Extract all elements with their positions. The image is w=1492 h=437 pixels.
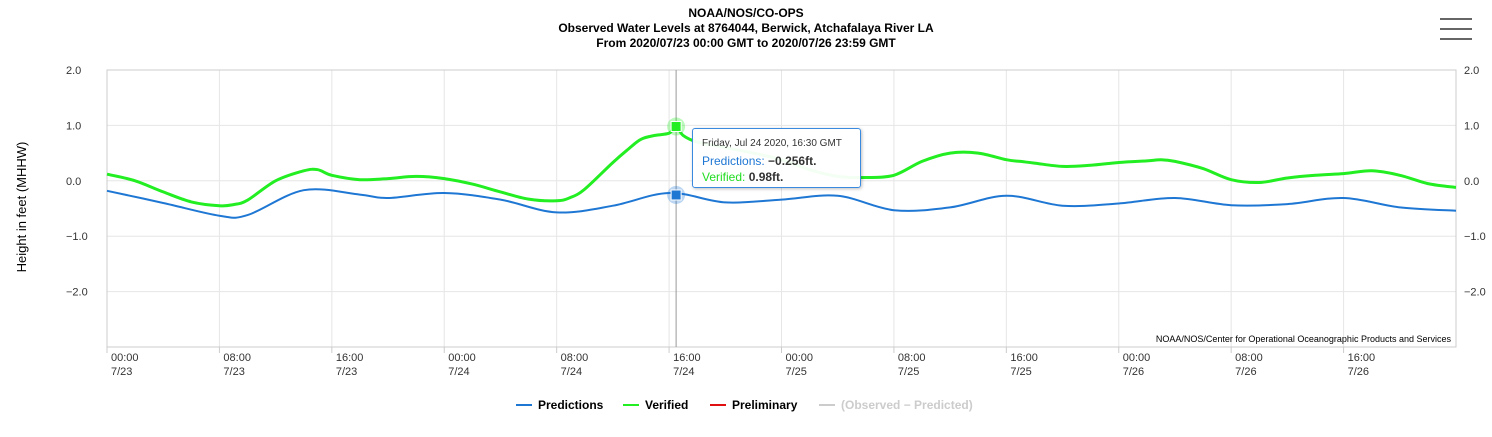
menu-bar [1440,28,1472,30]
y-axis-left: 2.0 1.0 0.0 −1.0 −2.0 [66,65,88,299]
x-tick-date: 7/24 [448,366,469,378]
chart-title-station: Observed Water Levels at 8764044, Berwic… [558,21,934,35]
x-tick-time: 00:00 [448,352,476,364]
legend-item-preliminary[interactable]: Preliminary [710,398,797,416]
x-tick-time: 00:00 [786,352,814,364]
x-tick-date: 7/24 [561,366,582,378]
menu-bar [1440,38,1472,40]
x-tick-date: 7/25 [1010,366,1031,378]
legend-label: Predictions [538,398,604,412]
tooltip-verified-value: 0.98ft. [748,170,784,184]
y-tick-label-right: −1.0 [1464,231,1486,243]
verified-marker [670,121,682,133]
legend-item-verified[interactable]: Verified [623,398,688,416]
x-tick-date: 7/25 [898,366,919,378]
tooltip-date: Friday, Jul 24 2020, 16:30 GMT [702,138,842,149]
x-tick-time: 16:00 [1348,352,1376,364]
y-tick-label-right: 1.0 [1464,120,1479,132]
y-axis-right: 2.0 1.0 0.0 −1.0 −2.0 [1464,65,1486,299]
x-tick-date: 7/23 [223,366,244,378]
chart-credit: NOAA/NOS/Center for Operational Oceanogr… [1156,334,1452,344]
predictions-marker [670,189,682,201]
y-tick-label-right: 2.0 [1464,65,1479,77]
gridlines [106,69,1456,347]
tooltip-verified-row: Verified: 0.98ft. [702,169,860,185]
chart-title-block: NOAA/NOS/CO-OPS Observed Water Levels at… [0,6,1492,51]
legend-item-observed-minus-predicted[interactable]: (Observed − Predicted) [819,398,973,416]
x-tick-date: 7/23 [111,366,132,378]
y-tick-label-right: 0.0 [1464,176,1479,188]
x-tick-date: 7/24 [673,366,694,378]
tooltip-verified-label: Verified: [702,170,746,184]
y-tick-label: −2.0 [66,287,88,299]
x-axis: 00:00 7/23 08:00 7/23 16:00 7/23 00:00 7/24 08:0… [106,346,1456,378]
x-tick-time: 16:00 [336,352,364,364]
x-tick-time: 08:00 [561,352,589,364]
x-tick-date: 7/26 [1348,366,1369,378]
tooltip-predictions-label: Predictions: [702,154,765,168]
legend-label: Preliminary [732,398,798,412]
y-tick-label: 2.0 [66,65,81,77]
x-tick-date: 7/23 [336,366,357,378]
legend-swatch [623,403,639,406]
series-line-predictions[interactable] [106,188,1457,219]
legend-label: (Observed − Predicted) [841,398,973,412]
y-tick-label: 0.0 [66,176,81,188]
x-tick-time: 16:00 [1010,352,1038,364]
x-tick-date: 7/26 [1235,366,1256,378]
legend-swatch [710,403,726,406]
legend-item-predictions[interactable]: Predictions [516,398,603,416]
x-tick-time: 08:00 [223,352,251,364]
x-tick-date: 7/25 [786,366,807,378]
chart-legend: Predictions Verified Preliminary (Observ… [0,398,1492,418]
tooltip-predictions-value: −0.256ft. [768,154,817,168]
x-tick-date: 7/26 [1123,366,1144,378]
chart-title-range: From 2020/07/23 00:00 GMT to 2020/07/26 … [596,36,896,50]
tooltip-predictions-row: Predictions: −0.256ft. [702,153,860,169]
chart-title-org: NOAA/NOS/CO-OPS [688,6,804,20]
x-tick-time: 00:00 [111,352,139,364]
x-tick-time: 16:00 [673,352,701,364]
y-tick-label-right: −2.0 [1464,287,1486,299]
x-tick-time: 08:00 [898,352,926,364]
y-tick-label: 1.0 [66,120,81,132]
hover-markers [667,117,686,204]
hover-tooltip: Friday, Jul 24 2020, 16:30 GMT Predictio… [692,128,861,188]
y-axis-label: Height in feet (MHHW) [14,142,29,273]
y-tick-label: −1.0 [66,231,88,243]
x-tick-time: 08:00 [1235,352,1263,364]
hamburger-menu-icon[interactable] [1440,16,1472,46]
menu-bar [1440,18,1472,20]
legend-label: Verified [645,398,689,412]
x-tick-time: 00:00 [1123,352,1151,364]
legend-swatch [516,403,532,406]
legend-swatch [819,403,835,406]
